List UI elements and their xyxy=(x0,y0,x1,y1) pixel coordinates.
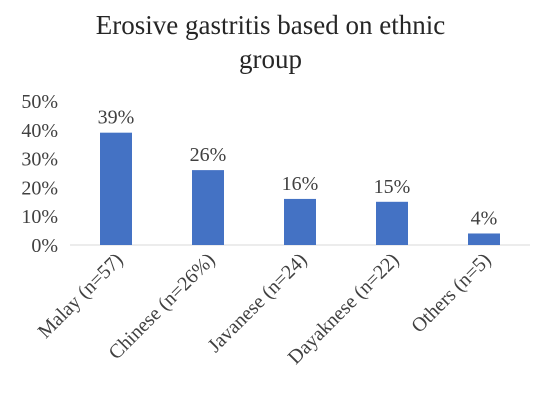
bar xyxy=(192,170,224,245)
y-tick-label: 30% xyxy=(21,149,58,171)
y-tick-label: 10% xyxy=(21,206,58,228)
y-tick-label: 40% xyxy=(21,120,58,142)
data-label: 16% xyxy=(282,173,319,195)
bar xyxy=(376,202,408,245)
bar xyxy=(468,233,500,245)
y-tick-label: 50% xyxy=(21,91,58,113)
data-label: 15% xyxy=(374,176,411,198)
bar xyxy=(284,199,316,245)
bar xyxy=(100,133,132,245)
category-label: Malay (n=57) xyxy=(34,249,128,343)
data-label: 26% xyxy=(190,144,227,166)
y-tick-label: 0% xyxy=(31,235,58,257)
data-label: 4% xyxy=(471,207,498,229)
category-label: Others (n=5) xyxy=(407,249,495,337)
y-tick-label: 20% xyxy=(21,177,58,199)
data-label: 39% xyxy=(98,107,135,129)
